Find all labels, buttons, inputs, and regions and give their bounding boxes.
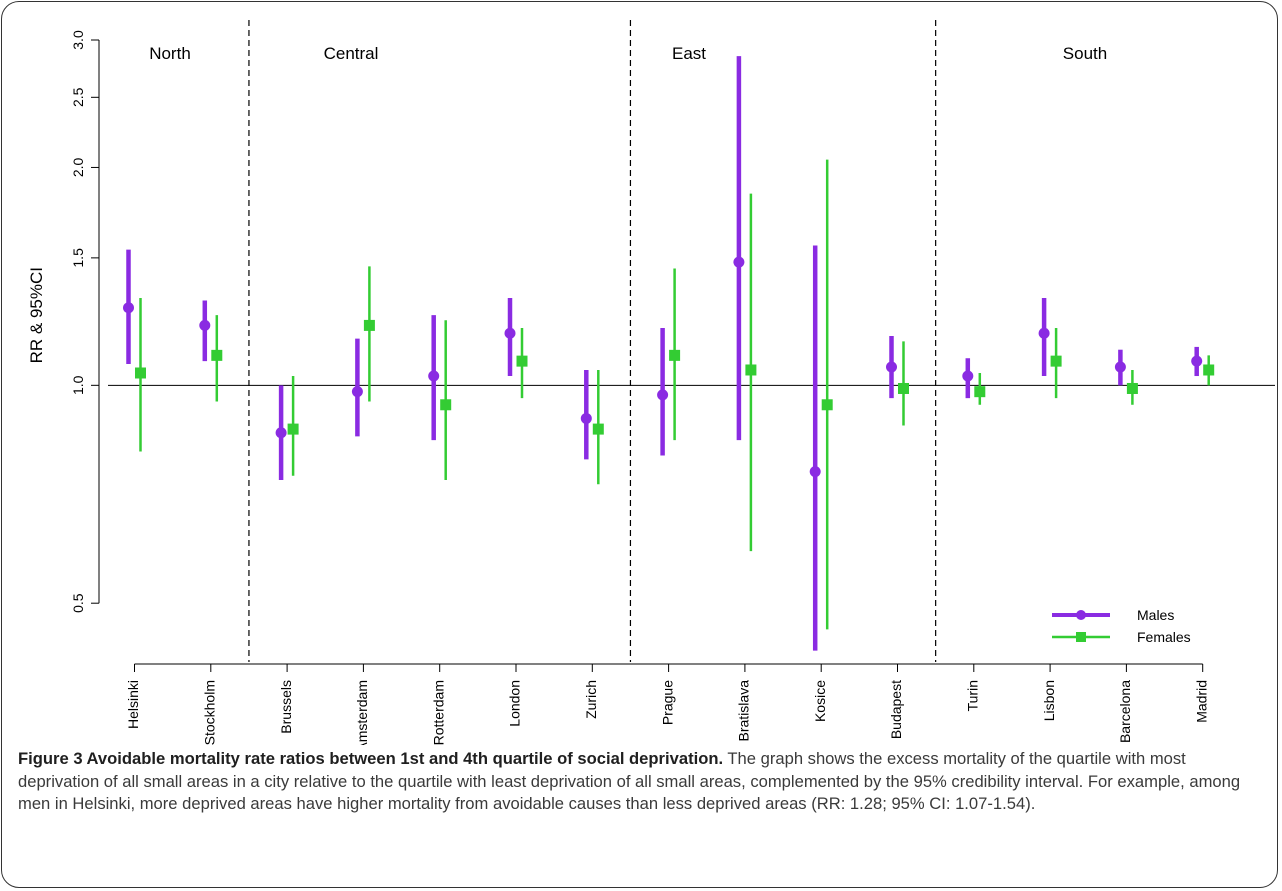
point-males xyxy=(275,427,287,439)
x-tick-label: Brussels xyxy=(278,680,294,734)
x-tick-label: Stockholm xyxy=(202,680,218,745)
point-males xyxy=(962,370,974,382)
region-label: Central xyxy=(324,44,379,63)
point-females xyxy=(287,423,299,435)
figure-caption: Figure 3 Avoidable mortality rate ratios… xyxy=(18,748,1263,816)
region-label: East xyxy=(672,44,706,63)
x-tick-label: Barcelona xyxy=(1117,680,1133,743)
y-tick-label: 2.5 xyxy=(70,87,86,107)
point-females xyxy=(516,355,528,367)
x-tick-label: Madrid xyxy=(1193,680,1209,723)
legend-marker xyxy=(1076,632,1086,642)
legend-label: Females xyxy=(1137,629,1191,645)
point-females xyxy=(898,382,909,394)
y-tick-label: 0.5 xyxy=(70,593,86,613)
y-tick-label: 1.0 xyxy=(70,375,86,395)
y-tick-label: 3.0 xyxy=(70,30,86,50)
point-females xyxy=(821,399,833,411)
caption-body: The graph shows the excess mortality of … xyxy=(18,749,1241,814)
point-males xyxy=(428,370,440,382)
point-females xyxy=(135,367,146,379)
x-tick-label: Amsterdam xyxy=(354,680,370,745)
x-tick-label: Prague xyxy=(659,680,675,725)
point-males xyxy=(733,256,745,268)
x-tick-label: Budapest xyxy=(888,680,904,739)
point-females xyxy=(363,319,375,331)
x-tick-label: Lisbon xyxy=(1041,680,1057,721)
x-tick-label: London xyxy=(507,680,523,727)
point-males xyxy=(199,319,211,331)
point-females xyxy=(1050,355,1062,367)
x-tick-label: Helsinki xyxy=(125,680,141,729)
y-tick-label: 2.0 xyxy=(70,158,86,178)
x-tick-label: Bratislava xyxy=(736,680,752,742)
point-males xyxy=(657,389,669,401)
point-males xyxy=(1038,327,1050,339)
point-females xyxy=(211,349,223,361)
region-label: South xyxy=(1063,44,1107,63)
x-tick-label: Rotterdam xyxy=(430,680,446,745)
point-males xyxy=(1114,361,1126,373)
point-males xyxy=(1191,355,1203,367)
point-males xyxy=(123,302,134,314)
point-females xyxy=(440,399,452,411)
chart: 0.5 1.0 1.5 2.0 2.5 3.0 RR & 95%CI North Central… xyxy=(27,20,1275,745)
point-males xyxy=(351,386,363,398)
caption-title: Figure 3 Avoidable mortality rate ratios… xyxy=(18,749,724,768)
point-males xyxy=(580,412,592,424)
legend-label: Males xyxy=(1137,607,1174,623)
legend-marker xyxy=(1076,610,1086,620)
point-females xyxy=(592,423,604,435)
x-tick-label: Kosice xyxy=(812,680,828,722)
region-label: North xyxy=(149,44,191,63)
point-females xyxy=(974,386,986,398)
point-males xyxy=(504,327,516,339)
point-females xyxy=(1126,382,1138,394)
x-tick-label: Zurich xyxy=(583,680,599,719)
point-females xyxy=(1203,364,1215,376)
point-females xyxy=(745,364,757,376)
point-males xyxy=(809,466,821,478)
y-axis-title: RR & 95%CI xyxy=(27,267,46,363)
x-tick-label: Turin xyxy=(965,680,981,711)
point-males xyxy=(886,361,897,373)
point-females xyxy=(669,349,681,361)
y-tick-label: 1.5 xyxy=(70,248,86,268)
